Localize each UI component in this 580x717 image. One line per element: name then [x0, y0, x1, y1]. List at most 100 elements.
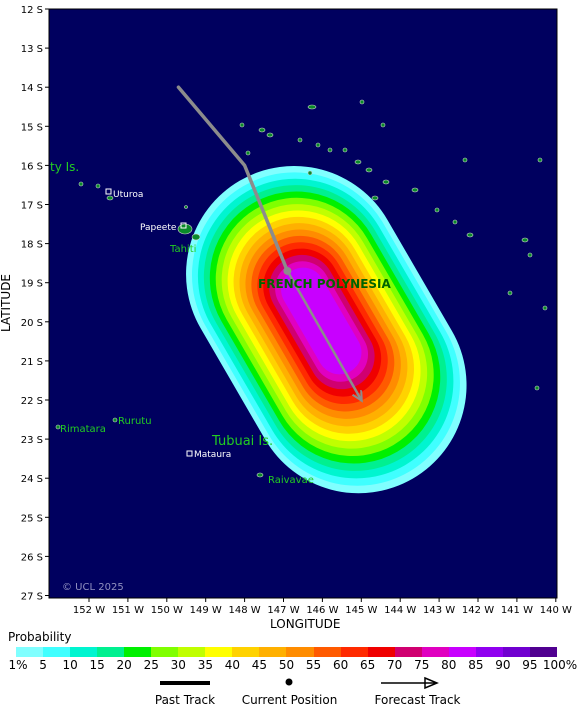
island — [542, 305, 548, 311]
scale-swatch — [475, 647, 503, 657]
past-track-legend-label: Past Track — [154, 693, 216, 707]
tahiti-label: Tahiti — [169, 244, 196, 255]
lon-tick-label: 144 W — [384, 605, 416, 616]
copyright-label: © UCL 2025 — [62, 582, 124, 593]
scale-swatch — [232, 647, 260, 657]
forecast-track-legend-label: Forecast Track — [374, 693, 461, 707]
scale-label: 100% — [542, 658, 578, 672]
island — [239, 122, 245, 128]
scale-label: 75 — [414, 658, 430, 672]
forecast-track-arrow — [286, 270, 361, 400]
island — [537, 157, 543, 163]
scale-swatch — [313, 647, 341, 657]
scale-label: 85 — [468, 658, 484, 672]
rurutu-label: Rurutu — [118, 416, 152, 427]
lon-tick-label: 145 W — [345, 605, 377, 616]
past-track-line — [176, 85, 290, 273]
current-position-legend-icon — [285, 678, 293, 686]
lat-tick-label: 17 S — [21, 201, 43, 212]
past-track-legend-icon — [160, 681, 210, 685]
region-label: FRENCH POLYNESIA — [258, 277, 392, 291]
probability-field — [186, 166, 467, 494]
mataura-marker — [186, 450, 193, 457]
island — [191, 233, 201, 241]
island — [78, 181, 84, 187]
y-axis-title: LATITUDE — [0, 273, 13, 333]
scale-swatch — [97, 647, 125, 657]
island — [258, 127, 266, 133]
island — [256, 472, 264, 478]
island — [521, 237, 529, 243]
scale-swatch — [286, 647, 314, 657]
lat-tick-label: 15 S — [21, 122, 43, 133]
island — [462, 157, 468, 163]
map-frame — [48, 8, 558, 599]
lat-tick-label: 22 S — [21, 396, 43, 407]
map-panel: 152 W 151 W 150 W 149 W 148 W 147 W 146 W 145 W… — [21, 5, 572, 616]
island — [365, 167, 373, 173]
island — [112, 417, 118, 423]
scale-label: 70 — [387, 658, 403, 672]
scale-swatch — [529, 647, 557, 657]
scale-label: 60 — [332, 658, 349, 672]
scale-swatch — [16, 647, 44, 657]
probability-scale-labels: 1% 5 10 15 20 25 30 35 40 45 50 55 60 65 70 75 80 85 90 95 1… — [0, 658, 580, 672]
track-legend: Past Track Current Position Forecast Tra… — [0, 676, 580, 716]
islands — [55, 99, 548, 478]
papeete-marker — [180, 222, 187, 229]
scale-label: 55 — [305, 658, 322, 672]
tubuai-label: Tubuai Is. — [211, 434, 273, 449]
lat-tick-label: 24 S — [21, 474, 43, 485]
island — [307, 104, 317, 110]
island — [380, 122, 386, 128]
lat-tick-label: 18 S — [21, 240, 43, 251]
past-track-legend: Past Track — [150, 676, 220, 707]
mataura-label: Mataura — [194, 450, 231, 460]
lon-tick-label: 140 W — [540, 605, 572, 616]
island — [434, 207, 440, 213]
lon-tick-label: 146 W — [306, 605, 338, 616]
lon-tick-label: 147 W — [267, 605, 299, 616]
scale-label: 5 — [39, 658, 47, 672]
lat-tick-label: 20 S — [21, 318, 43, 329]
island — [342, 147, 348, 153]
island — [371, 195, 379, 201]
scale-swatch — [124, 647, 152, 657]
island — [382, 179, 390, 185]
scale-label: 90 — [495, 658, 511, 672]
lon-tick-label: 151 W — [112, 605, 144, 616]
scale-label: 50 — [278, 658, 295, 672]
scale-swatch — [178, 647, 206, 657]
probability-color-scale — [16, 647, 557, 657]
scale-label: 1% — [8, 658, 28, 672]
scale-label: 25 — [143, 658, 159, 672]
scale-swatch — [421, 647, 449, 657]
island — [507, 290, 513, 296]
lat-tick-label: 21 S — [21, 357, 43, 368]
lat-tick-label: 13 S — [21, 44, 43, 55]
lon-tick-label: 149 W — [190, 605, 222, 616]
lat-tick-label: 14 S — [21, 83, 43, 94]
current-position-legend: Current Position — [232, 676, 347, 707]
island — [184, 205, 188, 209]
scale-label: 40 — [224, 658, 241, 672]
scale-label: 30 — [170, 658, 186, 672]
lat-tick-label: 25 S — [21, 513, 43, 524]
forecast-track-legend-icon — [381, 676, 439, 690]
island — [245, 150, 251, 156]
lon-tick-label: 152 W — [73, 605, 105, 616]
probability-title: Probability — [8, 630, 72, 644]
scale-swatch — [43, 647, 71, 657]
rimatara-label: Rimatara — [60, 424, 106, 435]
raivavae-label: Raivavae — [268, 475, 314, 486]
lat-tick-label: 27 S — [21, 592, 43, 603]
probability-map: 152 W 151 W 150 W 149 W 148 W 147 W 146 W 145 W… — [21, 5, 572, 616]
island — [297, 137, 303, 143]
lon-tick-label: 148 W — [229, 605, 261, 616]
lon-tick-label: 143 W — [423, 605, 455, 616]
island — [452, 219, 458, 225]
uturoa-marker — [105, 188, 112, 195]
island — [359, 99, 365, 105]
scale-swatch — [70, 647, 98, 657]
forecast-track-legend: Forecast Track — [365, 676, 470, 707]
